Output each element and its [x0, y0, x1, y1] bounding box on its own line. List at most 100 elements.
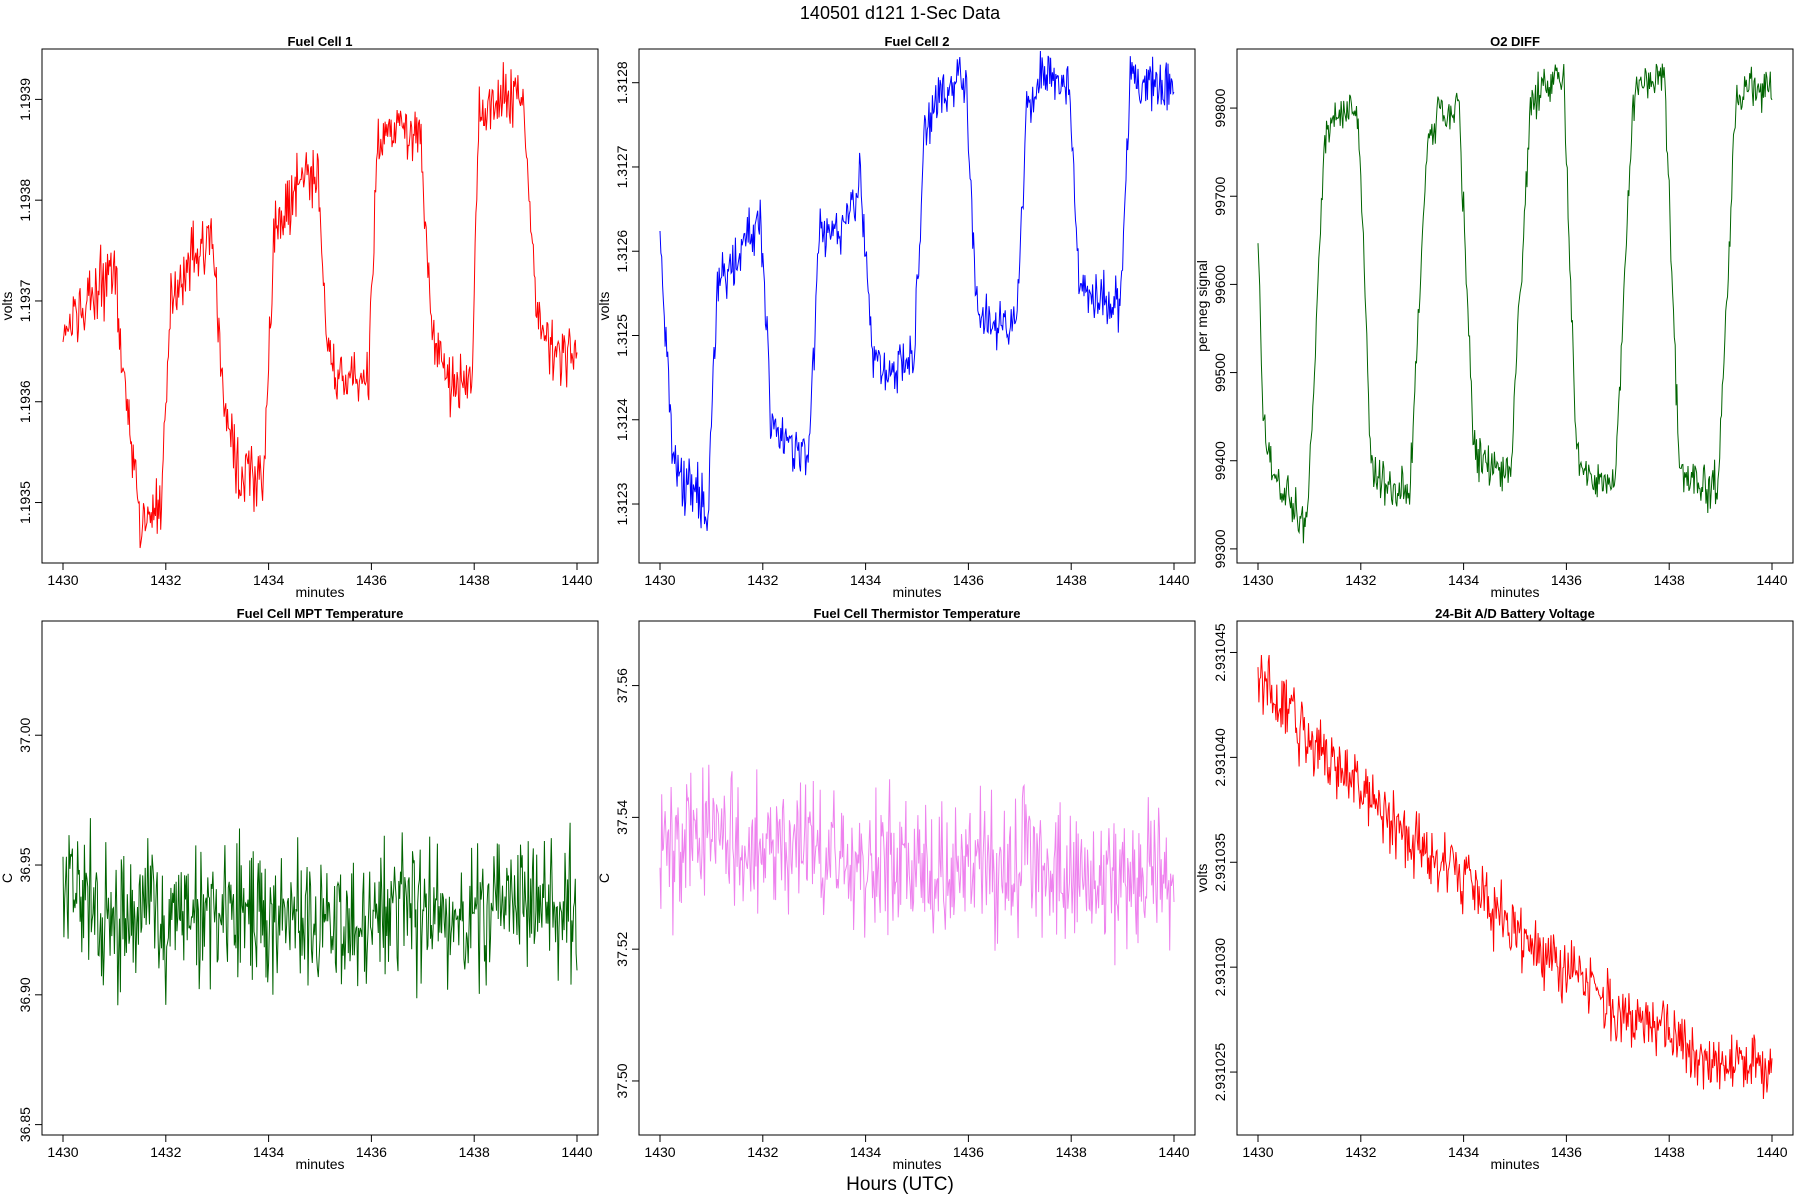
panel-title: Fuel Cell 2: [884, 34, 949, 49]
plot-frame: [41, 620, 599, 1136]
y-tick-label: 37.52: [614, 931, 630, 966]
y-tick-label: 1.1938: [17, 179, 33, 222]
y-tick-label: 2.931025: [1212, 1043, 1228, 1102]
x-tick-label: 1438: [459, 1144, 490, 1160]
x-tick-label: 1432: [150, 572, 181, 588]
x-axis-label: minutes: [295, 1156, 344, 1172]
y-tick-label: 2.931030: [1212, 938, 1228, 997]
y-tick-label: 1.1937: [17, 279, 33, 322]
x-axis-label: minutes: [1490, 1156, 1539, 1172]
y-tick-label: 2.931040: [1212, 728, 1228, 787]
y-tick-label: 1.3128: [614, 61, 630, 104]
x-tick-label: 1430: [644, 1144, 675, 1160]
x-tick-label: 1434: [850, 572, 881, 588]
x-tick-label: 1438: [1654, 572, 1685, 588]
x-tick-label: 1430: [47, 1144, 78, 1160]
y-tick-label: 1.1935: [17, 481, 33, 524]
x-axis-label: minutes: [295, 584, 344, 600]
y-tick-label: 2.931045: [1212, 623, 1228, 682]
x-tick-label: 1440: [1756, 572, 1787, 588]
y-tick-label: 99300: [1212, 529, 1228, 568]
y-tick-label: 1.3126: [614, 230, 630, 273]
panel-title: Fuel Cell Thermistor Temperature: [813, 606, 1020, 621]
x-tick-label: 1438: [1056, 572, 1087, 588]
y-tick-label: 37.50: [614, 1063, 630, 1098]
x-tick-label: 1440: [1158, 1144, 1189, 1160]
x-tick-label: 1432: [1345, 572, 1376, 588]
x-tick-label: 1436: [953, 1144, 984, 1160]
panel-title: Fuel Cell 1: [287, 34, 352, 49]
y-tick-label: 36.85: [17, 1107, 33, 1142]
x-tick-label: 1430: [47, 572, 78, 588]
y-tick-label: 99700: [1212, 177, 1228, 216]
x-tick-label: 1438: [459, 572, 490, 588]
x-tick-label: 1436: [953, 572, 984, 588]
data-series-line: [659, 764, 1175, 966]
figure-title: 140501 d121 1-Sec Data: [800, 3, 1001, 23]
data-series-line: [659, 50, 1175, 531]
y-tick-label: 1.3124: [614, 398, 630, 441]
y-axis-label: volts: [1194, 864, 1210, 893]
chart-panel: 24-Bit A/D Battery Voltage 1430 1432 1434 14…: [1194, 606, 1794, 1172]
data-series-line: [62, 62, 578, 549]
y-tick-label: 99500: [1212, 353, 1228, 392]
x-tick-label: 1432: [150, 1144, 181, 1160]
x-tick-label: 1434: [253, 1144, 284, 1160]
x-tick-label: 1436: [1551, 572, 1582, 588]
panel-title: O2 DIFF: [1490, 34, 1540, 49]
y-tick-label: 1.3123: [614, 482, 630, 525]
plot-frame: [638, 620, 1196, 1136]
y-axis-label: volts: [596, 292, 612, 321]
y-tick-label: 37.00: [17, 717, 33, 752]
x-tick-label: 1436: [1551, 1144, 1582, 1160]
x-tick-label: 1432: [1345, 1144, 1376, 1160]
y-tick-label: 1.3127: [614, 145, 630, 188]
x-tick-label: 1436: [356, 572, 387, 588]
data-series-line: [1257, 654, 1773, 1100]
y-tick-label: 2.931035: [1212, 833, 1228, 892]
x-axis-label: minutes: [892, 1156, 941, 1172]
x-tick-label: 1440: [561, 572, 592, 588]
y-axis-label: C: [0, 873, 15, 883]
x-tick-label: 1438: [1654, 1144, 1685, 1160]
chart-panel: Fuel Cell Thermistor Temperature 1430 1432…: [596, 606, 1196, 1172]
plot-frame: [41, 48, 599, 564]
y-axis-label: per meg signal: [1194, 260, 1210, 352]
x-tick-label: 1436: [356, 1144, 387, 1160]
y-tick-label: 36.90: [17, 977, 33, 1012]
y-tick-label: 99600: [1212, 265, 1228, 304]
x-tick-label: 1434: [850, 1144, 881, 1160]
x-tick-label: 1440: [1756, 1144, 1787, 1160]
plot-frame: [1236, 48, 1794, 564]
figure-xlabel: Hours (UTC): [846, 1174, 954, 1195]
y-tick-label: 1.3125: [614, 314, 630, 357]
chart-panel: Fuel Cell 2 1430 1432 1434 1436 1438 1440 minut…: [596, 34, 1196, 600]
x-tick-label: 1434: [253, 572, 284, 588]
panel-title: 24-Bit A/D Battery Voltage: [1435, 606, 1595, 621]
x-tick-label: 1434: [1448, 572, 1479, 588]
chart-panel: O2 DIFF 1430 1432 1434 1436 1438 1440 minutes 99…: [1194, 34, 1794, 600]
x-tick-label: 1440: [561, 1144, 592, 1160]
y-axis-label: volts: [0, 292, 15, 321]
x-tick-label: 1430: [1242, 1144, 1273, 1160]
y-tick-label: 99800: [1212, 88, 1228, 127]
x-axis-label: minutes: [1490, 584, 1539, 600]
y-tick-label: 36.95: [17, 847, 33, 882]
panels: Fuel Cell 1 1430 1432 1434 1436 1438 1440 minut…: [0, 34, 1794, 1172]
y-tick-label: 37.54: [614, 800, 630, 835]
data-series-line: [62, 818, 578, 1006]
x-tick-label: 1438: [1056, 1144, 1087, 1160]
y-tick-label: 1.1936: [17, 380, 33, 423]
x-tick-label: 1432: [747, 1144, 778, 1160]
x-tick-label: 1434: [1448, 1144, 1479, 1160]
y-tick-label: 1.1939: [17, 78, 33, 121]
data-series-line: [1257, 63, 1773, 544]
x-tick-label: 1430: [1242, 572, 1273, 588]
y-tick-label: 37.56: [614, 668, 630, 703]
x-tick-label: 1432: [747, 572, 778, 588]
x-axis-label: minutes: [892, 584, 941, 600]
plot-frame: [1236, 620, 1794, 1136]
y-axis-label: C: [596, 873, 612, 883]
y-tick-label: 99400: [1212, 441, 1228, 480]
